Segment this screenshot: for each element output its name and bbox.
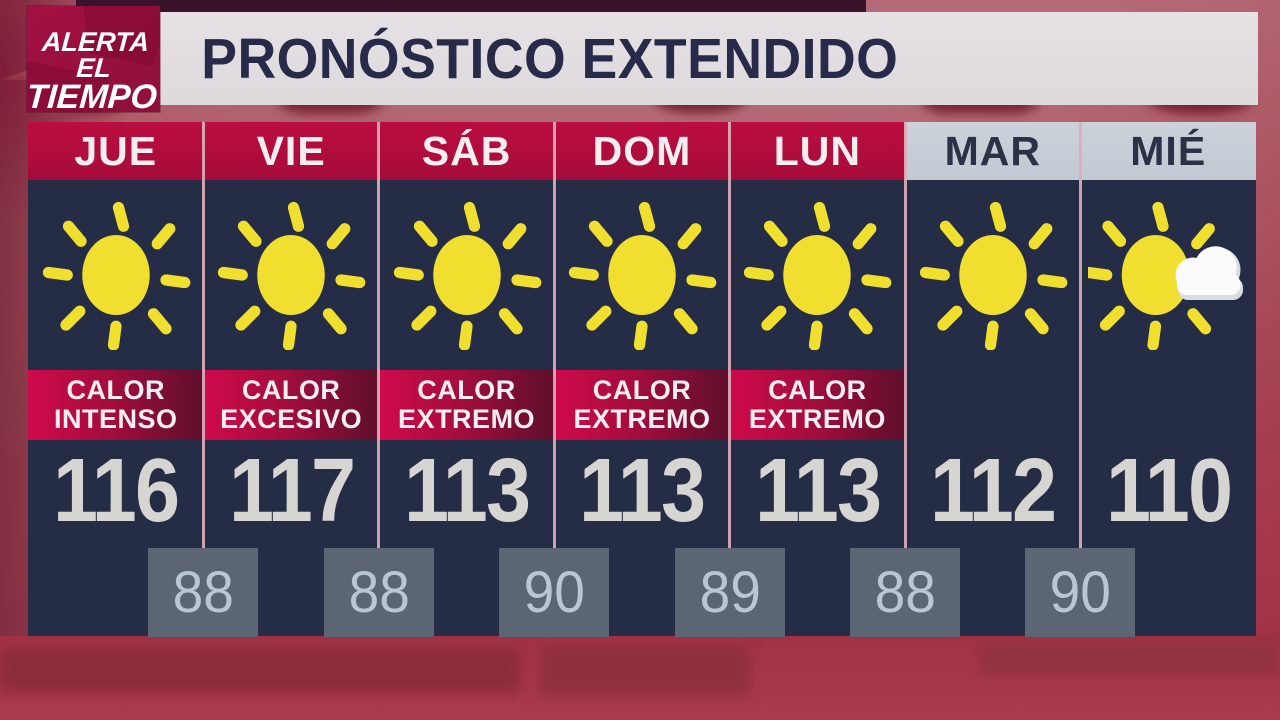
column-divider bbox=[904, 122, 907, 562]
condition-line2: EXTREMO bbox=[398, 404, 536, 434]
forecast-grid: JUE CALOR INTENSO bbox=[28, 122, 1256, 543]
high-temp-zone: 113 bbox=[730, 440, 905, 543]
panel-spacer bbox=[905, 370, 1081, 440]
low-temperature: 88 bbox=[172, 560, 234, 625]
day-panel: 112 bbox=[905, 180, 1081, 543]
condition-banner: CALOR EXTREMO bbox=[729, 370, 906, 440]
condition-line1: CALOR bbox=[768, 375, 867, 406]
background-building bbox=[540, 644, 750, 696]
column-divider bbox=[553, 122, 556, 562]
sun-icon bbox=[28, 180, 203, 370]
high-temperature: 113 bbox=[754, 441, 882, 541]
day-label: JUE bbox=[28, 122, 204, 180]
forecast-column-sab: SÁB CALOR EXTREMO bbox=[378, 122, 555, 543]
logo-line2: TIEMPO bbox=[27, 78, 159, 112]
high-temp-zone: 110 bbox=[1081, 440, 1256, 543]
forecast-column-vie: VIE CALOR EXCESIVO bbox=[203, 122, 379, 543]
high-temperature: 110 bbox=[1105, 441, 1233, 541]
title-top-border bbox=[76, 0, 866, 13]
high-temp-zone: 113 bbox=[379, 440, 554, 543]
high-temperature: 113 bbox=[403, 441, 531, 541]
alerta-el-tiempo-logo: ALERTA EL TIEMPO bbox=[27, 6, 160, 112]
page-title: PRONÓSTICO EXTENDIDO bbox=[201, 26, 899, 91]
low-temperature: 90 bbox=[523, 560, 585, 625]
forecast-column-dom: DOM CALOR EXTREMO bbox=[554, 122, 730, 543]
column-divider bbox=[202, 122, 205, 562]
condition-banner: CALOR INTENSO bbox=[28, 370, 204, 440]
condition-line2: EXTREMO bbox=[748, 404, 886, 434]
low-temperature: 88 bbox=[874, 560, 936, 625]
low-temp-box: 88 bbox=[324, 548, 434, 637]
condition-line1: CALOR bbox=[241, 375, 341, 406]
high-temp-zone: 112 bbox=[905, 440, 1080, 543]
high-temp-zone: 116 bbox=[28, 440, 203, 543]
sun-icon bbox=[379, 180, 554, 370]
condition-line2: EXCESIVO bbox=[220, 404, 363, 434]
day-label: VIE bbox=[203, 122, 379, 180]
day-panel: CALOR EXCESIVO 117 bbox=[203, 180, 379, 543]
sun-icon bbox=[905, 180, 1080, 370]
sun-icon bbox=[730, 180, 905, 370]
day-label: MIÉ bbox=[1080, 122, 1256, 180]
high-temp-zone: 113 bbox=[554, 440, 729, 543]
logo-text: ALERTA EL TIEMPO bbox=[27, 27, 160, 112]
background-wall bbox=[0, 648, 520, 692]
condition-line1: CALOR bbox=[592, 375, 692, 406]
logo-line1: ALERTA EL bbox=[41, 27, 151, 83]
day-label: DOM bbox=[554, 122, 730, 180]
forecast-column-mar: MAR 112 bbox=[905, 122, 1081, 543]
day-label: LUN bbox=[729, 122, 906, 180]
day-panel: 110 bbox=[1080, 180, 1256, 543]
sun-icon bbox=[554, 180, 729, 370]
forecast-column-lun: LUN CALOR EXTREMO bbox=[729, 122, 906, 543]
column-divider bbox=[377, 122, 380, 562]
low-temp-box: 88 bbox=[850, 548, 960, 637]
low-temp-box: 90 bbox=[499, 548, 609, 637]
sun-cloud-icon bbox=[1081, 180, 1256, 370]
condition-line2: EXTREMO bbox=[573, 404, 711, 434]
column-divider bbox=[1079, 122, 1082, 562]
condition-line1: CALOR bbox=[66, 375, 165, 406]
column-divider bbox=[728, 122, 731, 562]
low-temperature: 90 bbox=[1049, 560, 1111, 625]
high-temperature: 113 bbox=[579, 441, 706, 541]
panel-spacer bbox=[1080, 370, 1256, 440]
condition-banner: CALOR EXTREMO bbox=[554, 370, 730, 440]
day-label: MAR bbox=[905, 122, 1081, 180]
day-panel: CALOR EXTREMO 113 bbox=[378, 180, 555, 543]
high-temp-zone: 117 bbox=[203, 440, 378, 543]
title-bar: PRONÓSTICO EXTENDIDO bbox=[158, 12, 1258, 105]
day-panel: CALOR INTENSO 116 bbox=[28, 180, 204, 543]
condition-banner: CALOR EXTREMO bbox=[378, 370, 555, 440]
condition-line1: CALOR bbox=[417, 375, 516, 406]
day-panel: CALOR EXTREMO 113 bbox=[729, 180, 906, 543]
high-temperature: 117 bbox=[228, 441, 355, 541]
day-panel: CALOR EXTREMO 113 bbox=[554, 180, 730, 543]
day-label: SÁB bbox=[378, 122, 555, 180]
low-temperature: 89 bbox=[699, 560, 761, 625]
condition-line2: INTENSO bbox=[53, 404, 178, 434]
forecast-column-mie: MIÉ bbox=[1080, 122, 1256, 543]
background-ridge bbox=[980, 640, 1280, 676]
forecast-column-jue: JUE CALOR INTENSO bbox=[28, 122, 204, 543]
condition-banner: CALOR EXCESIVO bbox=[203, 370, 379, 440]
high-temperature: 116 bbox=[53, 441, 180, 541]
low-temperature: 88 bbox=[348, 560, 410, 625]
low-temp-box: 89 bbox=[675, 548, 785, 637]
low-temp-box: 90 bbox=[1025, 548, 1135, 637]
low-temp-box: 88 bbox=[148, 548, 258, 637]
sun-icon bbox=[203, 180, 378, 370]
high-temperature: 112 bbox=[930, 441, 1057, 541]
